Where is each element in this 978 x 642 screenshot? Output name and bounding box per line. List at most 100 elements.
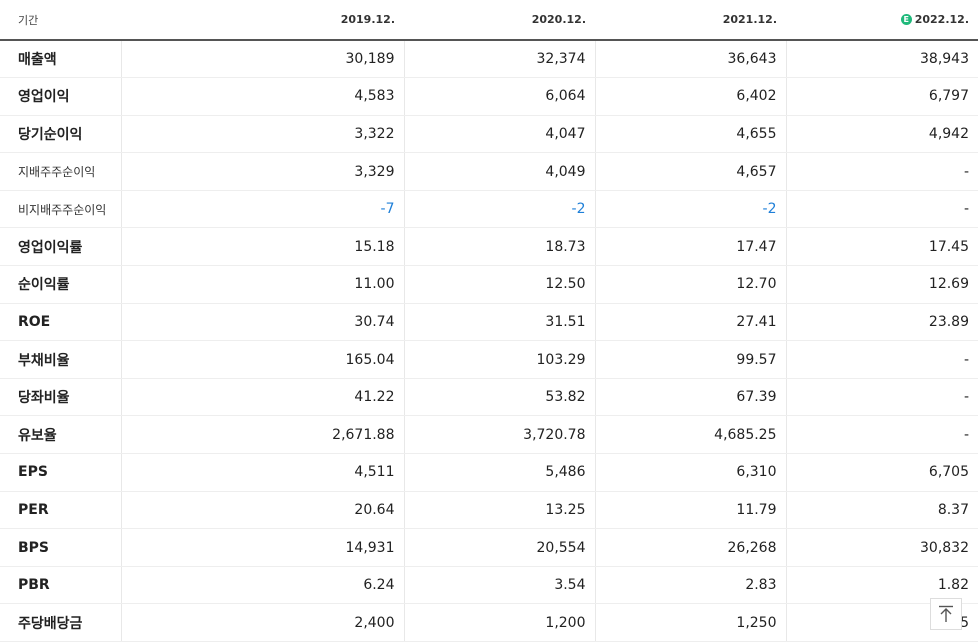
column-header-2019: 2019.12. xyxy=(121,0,404,41)
table-row: 영업이익률 15.18 18.73 17.47 17.45 xyxy=(0,227,978,267)
table-cell: 3,322 xyxy=(120,115,404,154)
row-label: 당좌비율 xyxy=(0,378,121,417)
table-cell: 67.39 xyxy=(594,378,786,417)
table-cell: 23.89 xyxy=(785,303,978,342)
table-cell: 1,200 xyxy=(403,603,595,642)
table-cell: 41.22 xyxy=(120,378,404,417)
column-header-2021: 2021.12. xyxy=(595,0,786,41)
estimate-icon: E xyxy=(900,14,912,25)
table-cell: 30,189 xyxy=(120,40,404,79)
table-cell: 38,943 xyxy=(785,40,978,79)
table-row: 비지배주주순이익 -7 -2 -2 - xyxy=(0,190,978,229)
table-cell: 30.74 xyxy=(120,303,404,342)
period-header: 기간 xyxy=(0,0,121,41)
row-label: EPS xyxy=(0,453,121,492)
table-row: 주당배당금 2,400 1,200 1,250 1,5 xyxy=(0,603,978,642)
table-row: 부채비율 165.04 103.29 99.57 - xyxy=(0,340,978,379)
table-cell: 12.50 xyxy=(403,265,595,304)
table-cell: 13.25 xyxy=(403,491,595,530)
table-cell: 3.54 xyxy=(403,566,595,605)
table-row: 유보율 2,671.88 3,720.78 4,685.25 - xyxy=(0,415,978,455)
table-cell: 2,400 xyxy=(120,603,404,642)
row-label: PBR xyxy=(0,566,121,605)
table-cell: 3,329 xyxy=(120,152,404,191)
table-cell: 12.69 xyxy=(785,265,978,304)
table-cell: 4,511 xyxy=(120,453,404,492)
table-cell: 27.41 xyxy=(594,303,786,342)
table-cell: 4,942 xyxy=(785,115,978,154)
table-cell: 4,047 xyxy=(403,115,595,154)
row-label: ROE xyxy=(0,303,121,342)
column-header-2020: 2020.12. xyxy=(404,0,595,41)
row-label: 영업이익 xyxy=(0,77,121,116)
column-header-2022-label: 2022.12. xyxy=(914,13,969,26)
table-cell: 12.70 xyxy=(594,265,786,304)
table-cell: 4,049 xyxy=(403,152,595,191)
table-cell: 4,583 xyxy=(120,77,404,116)
table-cell: 18.73 xyxy=(403,227,595,267)
table-cell: -2 xyxy=(403,190,595,229)
table-cell: 14,931 xyxy=(120,528,404,567)
table-cell: 6,797 xyxy=(785,77,978,116)
table-cell: 3,720.78 xyxy=(403,415,595,455)
row-label: 부채비율 xyxy=(0,340,121,379)
arrow-up-icon xyxy=(939,605,953,622)
table-row: PER 20.64 13.25 11.79 8.37 xyxy=(0,491,978,530)
table-cell: 103.29 xyxy=(403,340,595,379)
column-header-2022: E 2022.12. xyxy=(786,0,978,41)
table-row: ROE 30.74 31.51 27.41 23.89 xyxy=(0,303,978,342)
table-cell: 1,250 xyxy=(594,603,786,642)
table-cell: 36,643 xyxy=(594,40,786,79)
table-cell: 20,554 xyxy=(403,528,595,567)
table-cell: 4,655 xyxy=(594,115,786,154)
row-label: 당기순이익 xyxy=(0,115,121,154)
table-cell: 6,402 xyxy=(594,77,786,116)
table-cell: 30,832 xyxy=(785,528,978,567)
row-label: 주당배당금 xyxy=(0,603,121,642)
row-label: 유보율 xyxy=(0,415,121,455)
table-row: 당기순이익 3,322 4,047 4,655 4,942 xyxy=(0,115,978,154)
table-cell: 4,657 xyxy=(594,152,786,191)
table-cell: - xyxy=(785,415,978,455)
table-cell: 4,685.25 xyxy=(594,415,786,455)
table-row: 지배주주순이익 3,329 4,049 4,657 - xyxy=(0,152,978,191)
table-cell: - xyxy=(785,378,978,417)
table-row: 영업이익 4,583 6,064 6,402 6,797 xyxy=(0,77,978,116)
table-cell: 6,705 xyxy=(785,453,978,492)
table-cell: 15.18 xyxy=(120,227,404,267)
table-cell: 99.57 xyxy=(594,340,786,379)
table-row: 순이익률 11.00 12.50 12.70 12.69 xyxy=(0,265,978,304)
table-cell: 20.64 xyxy=(120,491,404,530)
table-cell: 8.37 xyxy=(785,491,978,530)
row-label: 매출액 xyxy=(0,40,121,79)
table-cell: 26,268 xyxy=(594,528,786,567)
table-cell: 6,310 xyxy=(594,453,786,492)
table-cell: - xyxy=(785,152,978,191)
table-row: EPS 4,511 5,486 6,310 6,705 xyxy=(0,453,978,492)
table-cell: -7 xyxy=(120,190,404,229)
table-cell: 5,486 xyxy=(403,453,595,492)
header-row: 기간 2019.12. 2020.12. 2021.12. E 2022.12. xyxy=(0,0,978,41)
table-cell: - xyxy=(785,340,978,379)
table-cell: 53.82 xyxy=(403,378,595,417)
table-cell: - xyxy=(785,190,978,229)
row-label: PER xyxy=(0,491,121,530)
table-cell: 17.45 xyxy=(785,227,978,267)
row-label: 비지배주주순이익 xyxy=(0,190,121,229)
table-cell: 6,064 xyxy=(403,77,595,116)
row-label: BPS xyxy=(0,528,121,567)
table-row: BPS 14,931 20,554 26,268 30,832 xyxy=(0,528,978,567)
table-cell: 31.51 xyxy=(403,303,595,342)
row-label: 지배주주순이익 xyxy=(0,152,121,191)
scroll-to-top-button[interactable] xyxy=(930,598,962,630)
table-cell: 2,671.88 xyxy=(120,415,404,455)
table-cell: 11.79 xyxy=(594,491,786,530)
row-label: 영업이익률 xyxy=(0,227,121,267)
table-cell: 165.04 xyxy=(120,340,404,379)
table-cell: 17.47 xyxy=(594,227,786,267)
table-row: 매출액 30,189 32,374 36,643 38,943 xyxy=(0,40,978,79)
table-cell: -2 xyxy=(594,190,786,229)
table-cell: 11.00 xyxy=(120,265,404,304)
table-cell: 6.24 xyxy=(120,566,404,605)
